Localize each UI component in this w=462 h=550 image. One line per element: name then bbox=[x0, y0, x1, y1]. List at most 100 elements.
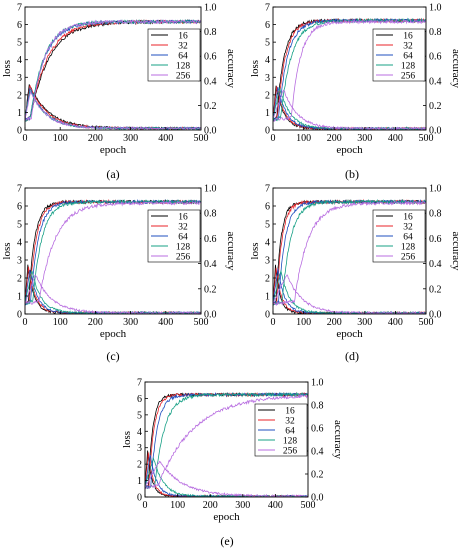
legend-label-128: 128 bbox=[283, 437, 298, 447]
loss-line-16 bbox=[25, 84, 201, 130]
y-left-tick-label: 6 bbox=[17, 202, 22, 213]
y-left-tick-label: 2 bbox=[17, 90, 22, 101]
x-axis-label: epoch bbox=[336, 328, 363, 340]
x-tick-label: 0 bbox=[271, 317, 276, 328]
y-left-tick-label: 5 bbox=[17, 220, 22, 231]
legend-label-256: 256 bbox=[176, 253, 191, 263]
x-tick-label: 400 bbox=[268, 500, 283, 511]
y-right-axis-label: accuracy bbox=[332, 420, 344, 460]
y-left-axis-label: loss bbox=[249, 60, 261, 77]
chart-panel-b: 0 100 200 300 400 500012345670.00.20.40.60.81… bbox=[249, 3, 462, 182]
x-tick-label: 200 bbox=[88, 317, 103, 328]
loss-line-32 bbox=[145, 452, 308, 497]
legend-label-32: 32 bbox=[178, 223, 188, 233]
y-left-tick-label: 7 bbox=[265, 184, 270, 195]
y-left-tick-label: 6 bbox=[137, 394, 142, 405]
y-right-tick-label: 0.0 bbox=[311, 493, 324, 504]
x-tick-label: 500 bbox=[194, 317, 209, 328]
accuracy-line-128 bbox=[145, 391, 308, 490]
chart-panel-d: 0 100 200 300 400 500012345670.00.20.40.60.81… bbox=[249, 184, 462, 364]
loss-line-16 bbox=[25, 264, 201, 314]
y-right-tick-label: 0.4 bbox=[204, 259, 217, 270]
accuracy-line-256 bbox=[273, 200, 426, 307]
accuracy-line-256 bbox=[273, 18, 426, 122]
y-left-tick-label: 4 bbox=[265, 238, 270, 249]
y-right-tick-label: 1.0 bbox=[311, 378, 324, 389]
legend-label-64: 64 bbox=[178, 233, 188, 243]
y-right-axis-label: accuracy bbox=[450, 49, 462, 89]
legend-label-16: 16 bbox=[403, 32, 413, 42]
y-right-axis-label: accuracy bbox=[225, 49, 237, 89]
y-right-tick-label: 1.0 bbox=[429, 3, 442, 14]
x-tick-label: 300 bbox=[357, 133, 372, 144]
y-left-tick-label: 0 bbox=[265, 126, 270, 137]
x-tick-label: 300 bbox=[357, 317, 372, 328]
x-tick-label: 200 bbox=[203, 500, 218, 511]
loss-line-256 bbox=[25, 274, 201, 314]
y-right-axis-label: accuracy bbox=[225, 231, 237, 271]
y-left-tick-label: 6 bbox=[17, 20, 22, 31]
x-tick-label: 100 bbox=[170, 500, 185, 511]
y-left-tick-label: 2 bbox=[265, 274, 270, 285]
legend-label-128: 128 bbox=[401, 243, 416, 253]
legend-label-16: 16 bbox=[178, 32, 188, 42]
y-left-tick-label: 5 bbox=[137, 410, 142, 421]
y-left-tick-label: 1 bbox=[137, 476, 142, 487]
y-right-tick-label: 0.6 bbox=[311, 424, 324, 435]
x-tick-label: 100 bbox=[53, 317, 68, 328]
y-left-tick-label: 7 bbox=[265, 3, 270, 14]
y-right-tick-label: 0.2 bbox=[204, 284, 217, 295]
y-left-tick-label: 0 bbox=[17, 126, 22, 137]
y-left-tick-label: 6 bbox=[265, 20, 270, 31]
accuracy-line-128 bbox=[273, 17, 426, 122]
legend-label-256: 256 bbox=[176, 72, 191, 82]
y-left-tick-label: 0 bbox=[17, 310, 22, 321]
y-right-tick-label: 0.0 bbox=[204, 310, 217, 321]
y-right-tick-label: 0.6 bbox=[204, 234, 217, 245]
y-right-tick-label: 0.0 bbox=[429, 126, 442, 137]
series-group bbox=[145, 391, 308, 497]
legend-label-32: 32 bbox=[403, 223, 413, 233]
plot-frame bbox=[24, 187, 202, 315]
y-left-tick-label: 1 bbox=[17, 108, 22, 119]
y-right-tick-label: 0.8 bbox=[429, 27, 442, 38]
x-tick-label: 200 bbox=[327, 133, 342, 144]
loss-line-16 bbox=[273, 85, 426, 130]
x-tick-label: 500 bbox=[419, 133, 434, 144]
series-group bbox=[25, 18, 201, 130]
chart-panel-c: 0 100 200 300 400 500012345670.00.20.40.60.81… bbox=[1, 184, 237, 364]
y-left-axis-label: loss bbox=[121, 431, 133, 448]
legend-label-256: 256 bbox=[283, 447, 298, 457]
x-tick-label: 0 bbox=[23, 317, 28, 328]
x-tick-label: 200 bbox=[327, 317, 342, 328]
legend-label-128: 128 bbox=[401, 62, 416, 72]
x-tick-label: 500 bbox=[419, 317, 434, 328]
y-right-tick-label: 0.4 bbox=[311, 447, 324, 458]
loss-line-256 bbox=[273, 274, 426, 314]
y-right-tick-label: 0.0 bbox=[429, 310, 442, 321]
legend-label-16: 16 bbox=[285, 407, 295, 417]
y-right-tick-label: 0.4 bbox=[429, 76, 442, 87]
plot-frame bbox=[24, 6, 202, 131]
x-tick-label: 500 bbox=[301, 500, 316, 511]
panel-label: (c) bbox=[106, 349, 119, 363]
loss-line-128 bbox=[145, 457, 308, 497]
accuracy-line-256 bbox=[25, 19, 201, 121]
legend-label-16: 16 bbox=[403, 213, 413, 223]
y-right-tick-label: 1.0 bbox=[204, 3, 217, 14]
y-left-tick-label: 0 bbox=[137, 493, 142, 504]
x-tick-label: 500 bbox=[194, 133, 209, 144]
y-right-tick-label: 0.4 bbox=[204, 76, 217, 87]
legend-label-32: 32 bbox=[403, 42, 413, 52]
y-right-tick-label: 0.2 bbox=[204, 101, 217, 112]
x-tick-label: 300 bbox=[235, 500, 250, 511]
x-axis-label: epoch bbox=[100, 144, 127, 156]
x-tick-label: 0 bbox=[143, 500, 148, 511]
y-left-tick-label: 3 bbox=[137, 443, 142, 454]
panel-label: (d) bbox=[345, 349, 359, 363]
y-right-tick-label: 0.2 bbox=[311, 470, 324, 481]
accuracy-line-64 bbox=[145, 392, 308, 489]
